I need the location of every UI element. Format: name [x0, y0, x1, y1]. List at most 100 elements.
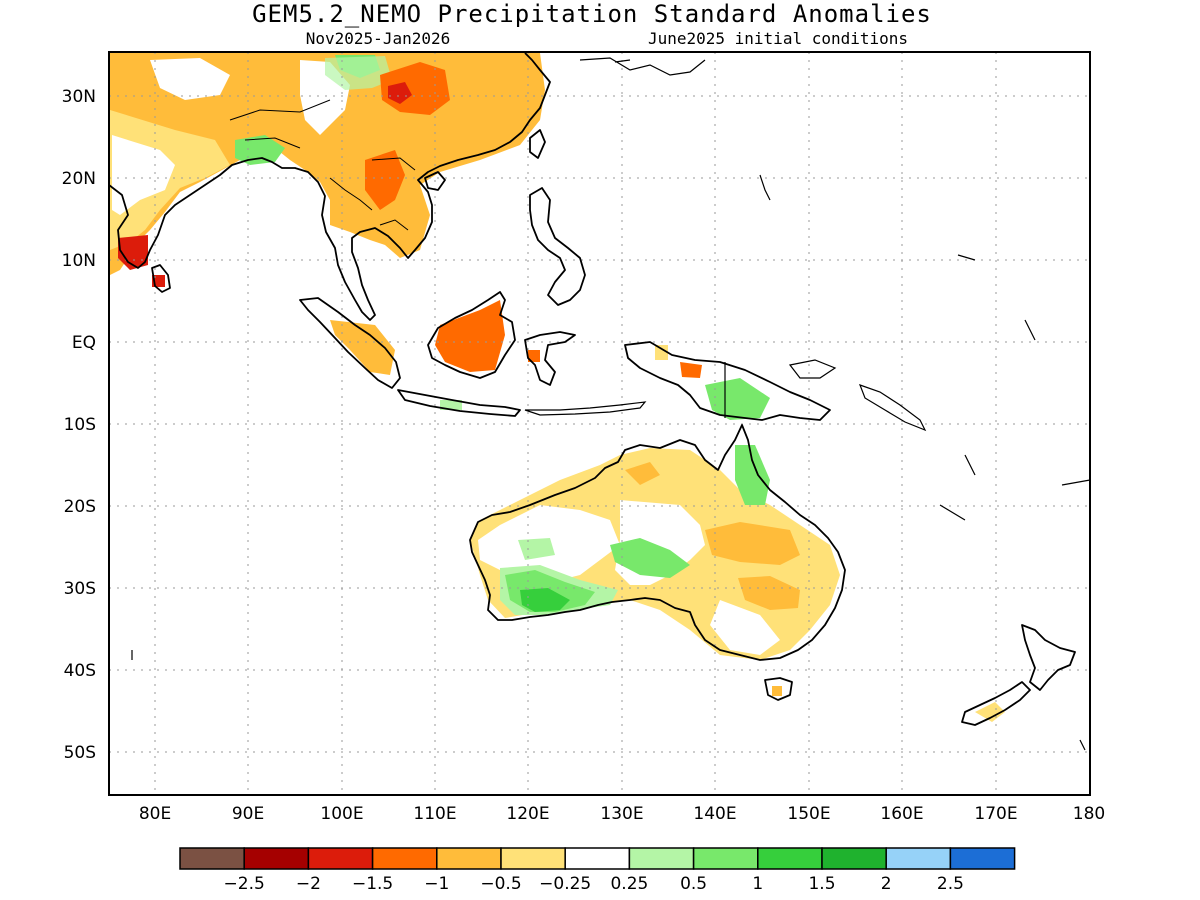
colorbar-label: 2 — [881, 874, 892, 894]
shade-australia-orange-nw — [625, 462, 660, 485]
shade-australia-darkgreen-sw — [520, 588, 570, 612]
colorbar-label: 2.5 — [937, 874, 964, 894]
coast-lesser-sunda — [524, 401, 647, 416]
shade-australia-green-east — [735, 445, 770, 505]
lon-tick: 120E — [506, 804, 549, 824]
colorbar-label: 1.5 — [808, 874, 835, 894]
map-frame — [108, 51, 1091, 796]
colorbar-boxes — [179, 847, 1016, 870]
lat-tick: 30S — [64, 579, 96, 599]
colorbar-box — [179, 847, 245, 870]
lon-tick: 140E — [693, 804, 736, 824]
coast-tasmania — [764, 677, 793, 701]
colorbar-label: −1 — [424, 874, 449, 894]
lat-tick: EQ — [72, 333, 96, 353]
colorbar-box — [436, 847, 502, 870]
colorbar-box — [757, 847, 823, 870]
colorbar-labels: −2.5 −2 −1.5 −1 −0.5 −0.25 0.25 0.5 1 1.5 2 2.5 — [224, 874, 964, 894]
colorbar-box — [628, 847, 695, 870]
lon-tick: 170E — [974, 804, 1017, 824]
coast-asia-mainland — [108, 52, 551, 321]
colorbar-box — [564, 847, 631, 870]
colorbar-label: 0.25 — [610, 874, 648, 894]
lon-tick: 160E — [880, 804, 923, 824]
shade-australia-orange-ne — [705, 522, 800, 565]
shade-borneo-orange — [435, 300, 505, 372]
shade-sulawesi — [528, 350, 540, 362]
shade-china-red — [388, 82, 412, 104]
lat-tick: 10N — [62, 251, 96, 271]
coast-philippines — [529, 187, 586, 306]
colorbar-label: −0.5 — [480, 874, 521, 894]
figure-title: GEM5.2_NEMO Precipitation Standard Anoma… — [252, 0, 932, 28]
coast-sri-lanka — [151, 264, 171, 293]
lat-tick: 20S — [64, 497, 96, 517]
colorbar-box — [371, 847, 438, 870]
initial-conditions: June2025 initial conditions — [648, 29, 908, 48]
shade-png-green — [705, 378, 770, 420]
shade-asia-white-3 — [150, 58, 230, 100]
coast-japan — [579, 57, 706, 76]
longitude-axis: 80E 90E 100E 110E 120E 130E 140E 150E 16… — [139, 804, 1105, 824]
latitude-axis: 30N 20N 10N EQ 10S 20S 30S 40S 50S — [62, 87, 96, 763]
colorbar-box — [821, 847, 887, 870]
lon-tick: 80E — [139, 804, 171, 824]
lon-tick: 90E — [232, 804, 264, 824]
lon-tick: 180 — [1073, 804, 1105, 824]
shade-australia-white-3 — [710, 600, 780, 655]
colorbar-box — [692, 847, 759, 870]
shade-tasmania — [772, 686, 782, 696]
colorbar-label: −2 — [296, 874, 321, 894]
shade-newguinea-yellow — [655, 345, 668, 360]
coast-bismarck — [788, 359, 927, 432]
colorbar: −2.5 −2 −1.5 −1 −0.5 −0.25 0.25 0.5 1 1.5 2 2.5 — [179, 847, 1016, 894]
shade-sumatra — [330, 320, 395, 375]
lat-tick: 40S — [64, 661, 96, 681]
colorbar-box — [949, 847, 1016, 870]
colorbar-label: 0.5 — [680, 874, 707, 894]
colorbar-label: 1 — [752, 874, 763, 894]
shade-asia-white-1 — [112, 135, 175, 215]
coast-taiwan — [529, 129, 546, 159]
coast-sumatra — [299, 297, 401, 389]
coast-borneo — [427, 291, 516, 379]
colorbar-label: −1.5 — [352, 874, 393, 894]
coast-java — [397, 389, 521, 417]
lon-tick: 150E — [787, 804, 830, 824]
shade-australia-lightgreen-w — [518, 538, 555, 560]
shade-asia-green-2 — [325, 56, 392, 90]
coast-pacific-islands — [131, 174, 1091, 751]
colorbar-box — [307, 847, 374, 870]
graticule — [109, 52, 1090, 795]
colorbar-label: −0.25 — [539, 874, 591, 894]
colorbar-box — [885, 847, 952, 870]
shade-indochina-orange — [365, 150, 405, 210]
lat-tick: 30N — [62, 87, 96, 107]
coastlines — [108, 52, 1091, 751]
lat-tick: 20N — [62, 169, 96, 189]
coast-australia — [469, 424, 846, 661]
lon-tick: 110E — [413, 804, 456, 824]
colorbar-label: −2.5 — [224, 874, 265, 894]
coast-nz-north — [1021, 624, 1076, 691]
border-lines — [229, 99, 416, 231]
shade-newzealand — [975, 702, 1005, 722]
colorbar-box — [500, 847, 566, 870]
colorbar-box — [243, 847, 310, 870]
lat-tick: 10S — [64, 415, 96, 435]
coast-sulawesi — [524, 331, 576, 386]
coast-new-guinea — [624, 341, 831, 421]
anomaly-shading — [110, 53, 1005, 722]
shade-png-orange — [680, 362, 702, 378]
shade-australia-green-central — [610, 538, 690, 578]
lon-tick: 130E — [600, 804, 643, 824]
coast-hainan — [424, 171, 446, 191]
shade-india-red — [118, 235, 148, 270]
forecast-period: Nov2025-Jan2026 — [306, 29, 451, 48]
lon-tick: 100E — [320, 804, 363, 824]
coast-nz-south — [961, 681, 1031, 726]
shade-australia-orange-se — [738, 576, 800, 610]
lat-tick: 50S — [64, 743, 96, 763]
shade-java-green — [440, 400, 462, 410]
